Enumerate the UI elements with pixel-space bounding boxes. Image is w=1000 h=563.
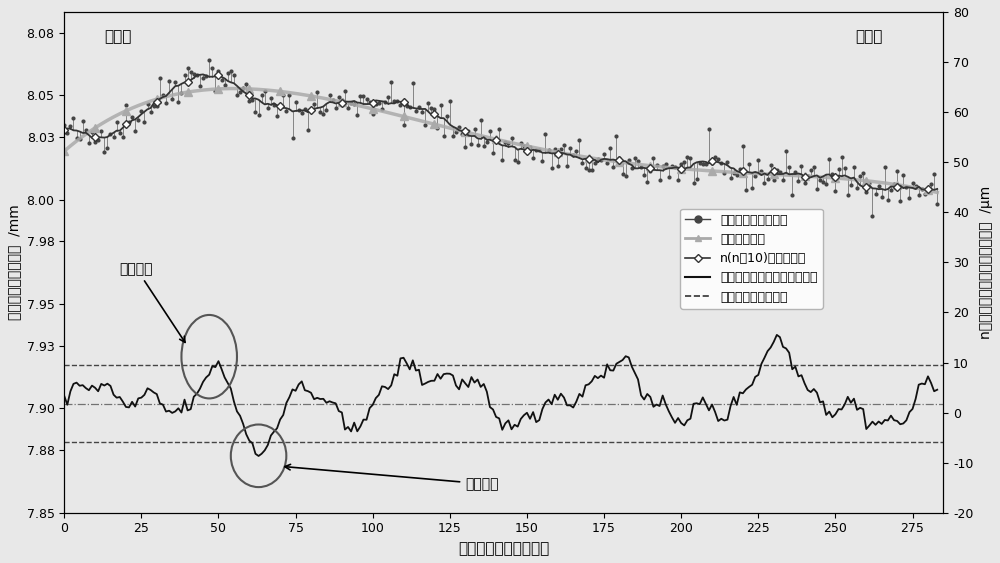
Text: 局部凹点: 局部凹点 — [285, 464, 499, 491]
Y-axis label: 板带横截面厚度分布  /mm: 板带横截面厚度分布 /mm — [7, 204, 21, 320]
Text: 操作侧: 操作侧 — [855, 29, 883, 44]
Text: 局部高点: 局部高点 — [120, 262, 185, 342]
Y-axis label: n移动平均线与四次曲线的差值  /μm: n移动平均线与四次曲线的差值 /μm — [979, 186, 993, 339]
Text: 驱动侧: 驱动侧 — [104, 29, 131, 44]
X-axis label: 板带宽度方向采样点数: 板带宽度方向采样点数 — [458, 541, 549, 556]
Legend: 板带横截面厚度分布, 四次拟合曲线, n(n＝10)移动平均线, 移动平均线与四次曲线的差值, 局部高（凹）点阈值: 板带横截面厚度分布, 四次拟合曲线, n(n＝10)移动平均线, 移动平均线与四… — [680, 208, 823, 309]
